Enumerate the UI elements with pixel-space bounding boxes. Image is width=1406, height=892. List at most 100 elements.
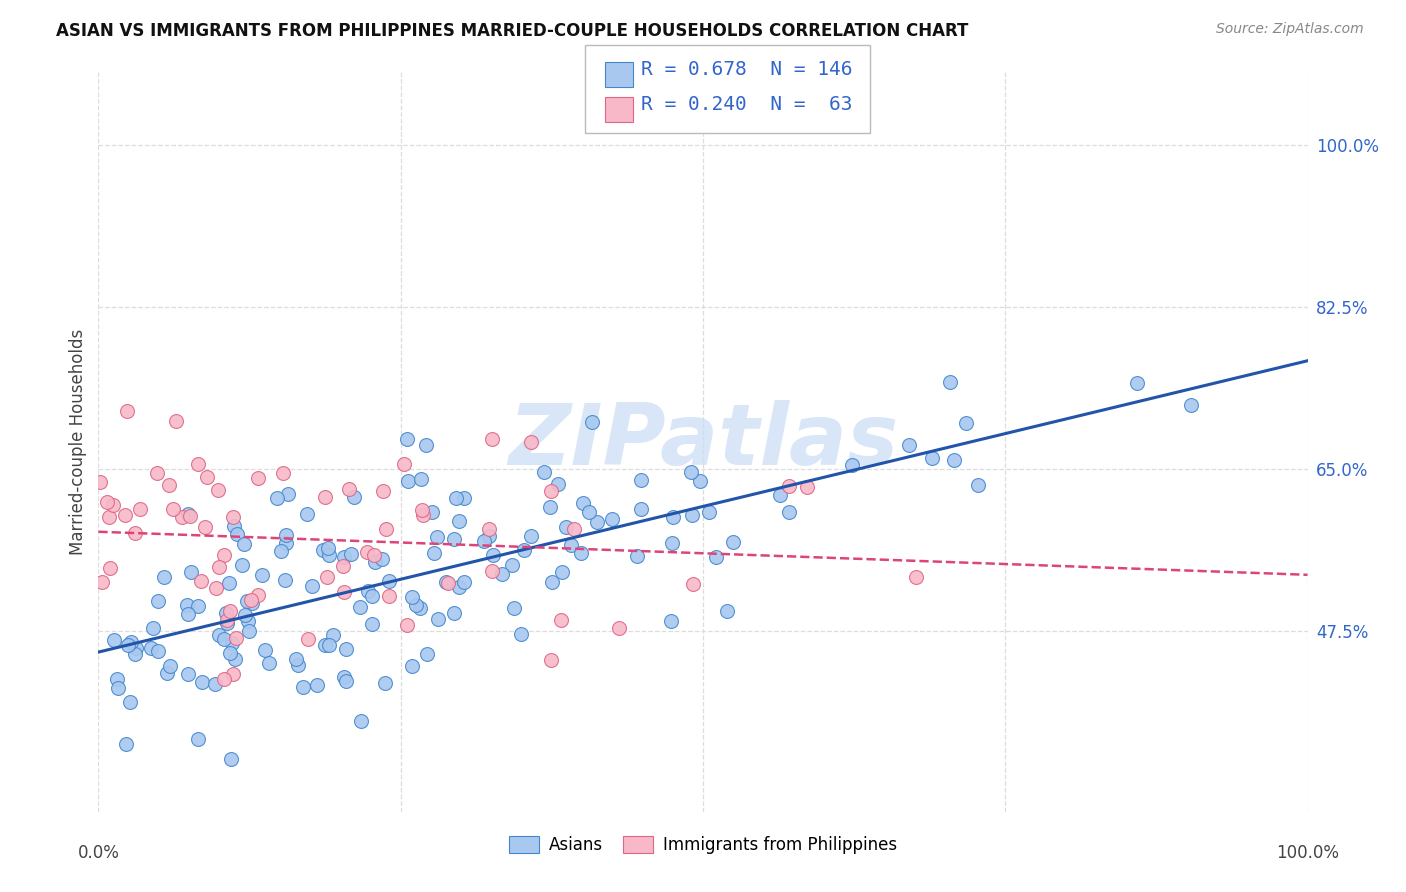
Point (562, 522, 585, 536)
Point (578, 505, 600, 519)
Point (96, 495, 118, 509)
Point (254, 643, 277, 657)
Point (238, 614, 260, 628)
Point (363, 548, 385, 562)
Text: R = 0.678  N = 146: R = 0.678 N = 146 (641, 60, 852, 78)
Point (371, 484, 394, 499)
Point (311, 542, 333, 557)
Point (247, 588, 270, 602)
Point (233, 537, 256, 551)
Point (297, 632, 319, 646)
Point (481, 432, 503, 446)
Point (375, 522, 398, 536)
Point (778, 505, 800, 519)
Point (153, 569, 176, 583)
Text: 100.0%: 100.0% (1277, 844, 1339, 862)
Point (401, 659, 423, 673)
Point (481, 564, 503, 578)
Point (314, 490, 336, 504)
Point (221, 636, 243, 650)
Point (443, 532, 465, 546)
Point (491, 566, 513, 581)
Point (145, 466, 167, 480)
Point (415, 647, 437, 661)
Point (180, 565, 202, 579)
Point (1180, 398, 1202, 412)
Point (332, 559, 354, 574)
Point (266, 491, 288, 505)
Point (541, 575, 564, 590)
Point (207, 483, 229, 498)
Point (360, 616, 382, 631)
Point (581, 416, 603, 430)
Point (172, 509, 194, 524)
Point (190, 574, 212, 589)
Point (409, 601, 432, 615)
Point (453, 574, 475, 589)
Point (107, 681, 129, 695)
Point (101, 498, 124, 512)
Point (287, 658, 309, 673)
Point (307, 677, 329, 691)
Point (159, 659, 181, 673)
Point (335, 642, 357, 657)
Point (115, 737, 138, 751)
Point (333, 670, 356, 684)
Point (550, 614, 572, 628)
Point (276, 535, 298, 549)
Point (626, 549, 648, 563)
Point (240, 596, 263, 610)
Point (222, 667, 245, 681)
Point (501, 558, 523, 572)
Point (659, 614, 682, 628)
Point (415, 437, 437, 451)
Point (259, 657, 281, 671)
Y-axis label: Married-couple Households: Married-couple Households (69, 328, 87, 555)
Point (630, 473, 652, 487)
Point (215, 607, 238, 621)
Point (157, 477, 180, 491)
Point (721, 534, 744, 549)
Point (394, 457, 416, 471)
Point (125, 640, 148, 655)
Point (322, 628, 344, 642)
Point (285, 652, 308, 666)
Point (318, 638, 340, 652)
Point (510, 627, 533, 641)
Point (349, 599, 371, 614)
Point (662, 510, 685, 524)
Point (841, 458, 863, 473)
Point (453, 491, 475, 506)
Point (301, 579, 323, 593)
Point (550, 565, 572, 579)
Point (443, 606, 465, 620)
Point (215, 613, 238, 627)
Point (426, 530, 449, 544)
Point (520, 528, 543, 542)
Point (155, 665, 177, 680)
Point (401, 591, 423, 605)
Point (333, 549, 356, 564)
Point (316, 541, 339, 556)
Point (377, 589, 399, 603)
Point (364, 555, 387, 569)
Point (193, 520, 215, 534)
Point (177, 607, 200, 621)
Point (478, 529, 501, 543)
Point (679, 465, 702, 479)
Point (240, 592, 263, 607)
Point (572, 496, 595, 510)
Point (212, 672, 235, 686)
Point (682, 577, 704, 591)
Point (146, 643, 169, 657)
Point (361, 589, 384, 603)
Point (236, 594, 259, 608)
Point (478, 522, 501, 536)
Point (411, 503, 433, 517)
Point (356, 544, 378, 558)
Point (295, 508, 318, 522)
Point (98, 510, 121, 524)
Point (481, 548, 503, 562)
Point (370, 551, 392, 566)
Point (271, 466, 294, 480)
